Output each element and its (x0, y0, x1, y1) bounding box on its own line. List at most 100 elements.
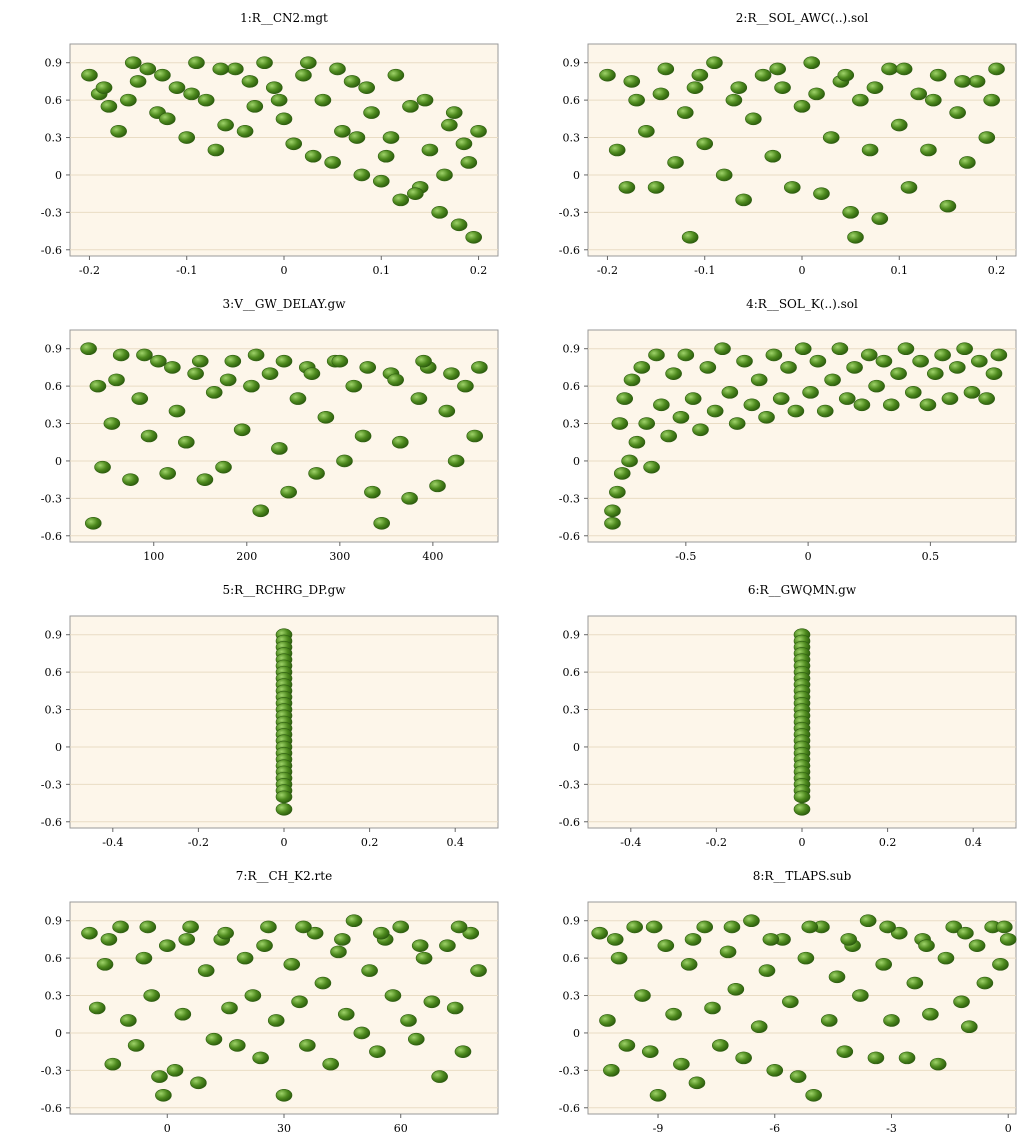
y-tick-label: -0.6 (41, 816, 62, 829)
scatter-point (470, 124, 487, 138)
scatter-point (236, 124, 254, 138)
y-tick-label: 0.9 (563, 343, 581, 356)
y-tick-label: 0 (55, 1027, 62, 1040)
scatter-point (369, 1045, 386, 1058)
y-tick-label: -0.6 (559, 1102, 580, 1115)
scatter-point (838, 392, 856, 405)
scatter-point (401, 492, 418, 505)
scatter-point (816, 404, 834, 418)
y-tick-label: 0.3 (563, 990, 581, 1003)
plot-area (587, 43, 1017, 257)
scatter-point (372, 174, 390, 188)
scatter-point (968, 75, 986, 88)
scatter-point (847, 230, 864, 244)
chart-title: 1:R__CN2.mgt (240, 11, 328, 25)
scatter-point (802, 386, 819, 399)
scatter-point (727, 982, 745, 996)
x-tick-label: 100 (143, 550, 164, 563)
y-tick-label: 0.3 (563, 132, 581, 145)
scatter-point (246, 100, 264, 113)
scatter-point (275, 112, 293, 126)
scatter-point (139, 62, 157, 76)
x-tick-label: 0.1 (373, 264, 391, 277)
scatter-point (978, 131, 996, 144)
scatter-point (715, 168, 733, 182)
scatter-point (295, 920, 312, 934)
scatter-point (465, 230, 482, 244)
x-tick-label: 0.2 (361, 836, 379, 849)
x-tick-label: 400 (422, 550, 443, 563)
panel-4: 0.9 0.6 0.3 0 -0.3 -0.6 -0.5 0 0.5 4:R__SOL_K(..)… (518, 286, 1036, 572)
y-tick-label: 0 (573, 455, 580, 468)
scatter-point (436, 168, 453, 182)
scatter-point (719, 945, 737, 959)
scatter-point (256, 56, 273, 70)
scatter-point (411, 939, 429, 952)
scatter-point (665, 1007, 682, 1021)
scatter-point (446, 1001, 464, 1015)
scatter-point (828, 970, 846, 984)
scatter-point (182, 920, 199, 934)
scatter-chart-4: 0.9 0.6 0.3 0 -0.3 -0.6 -0.5 0 0.5 4:R__SOL_K(..)… (559, 297, 1017, 563)
scatter-point (645, 920, 663, 934)
scatter-point (267, 1014, 285, 1027)
scatter-point (359, 361, 377, 374)
y-tick-label: 0.6 (45, 380, 63, 393)
scatter-chart-3: 0.9 0.6 0.3 0 -0.3 -0.6 100 200 300 400 3:V__GW_DE… (41, 297, 499, 563)
scatter-point (992, 958, 1009, 971)
scatter-point (295, 68, 312, 82)
scatter-point (900, 181, 918, 194)
plot-area (587, 329, 1017, 543)
y-tick-label: -0.3 (41, 1064, 62, 1077)
scatter-point (96, 958, 114, 971)
scatter-point (929, 1057, 947, 1071)
scatter-point (925, 93, 942, 107)
scatter-point (283, 958, 301, 971)
scatter-point (949, 106, 966, 119)
scatter-point (443, 367, 460, 380)
scatter-point (599, 1014, 616, 1027)
y-tick-label: 0.3 (45, 132, 63, 145)
scatter-point (94, 460, 111, 474)
scatter-point (431, 206, 448, 219)
scatter-point (372, 926, 390, 940)
scatter-point (961, 1020, 978, 1034)
scatter-point (945, 920, 963, 934)
scatter-point (881, 62, 898, 76)
y-tick-label: -0.6 (559, 244, 580, 257)
scatter-point (136, 348, 153, 362)
scatter-point (247, 348, 265, 362)
scatter-point (168, 81, 186, 94)
scatter-chart-2: 0.9 0.6 0.3 0 -0.3 -0.6 -0.2 -0.1 0 0.1 0.2 2:R__SO… (559, 11, 1017, 277)
y-tick-label: 0.6 (563, 666, 581, 679)
scatter-point (429, 479, 446, 493)
scatter-point (306, 926, 324, 940)
scatter-point (244, 989, 262, 1002)
x-tick-label: 0 (164, 1122, 171, 1135)
scatter-point (604, 516, 621, 530)
panel-2: 0.9 0.6 0.3 0 -0.3 -0.6 -0.2 -0.1 0 0.1 0.2 2:R__SO… (518, 0, 1036, 286)
x-tick-label: 0.2 (470, 264, 488, 277)
y-tick-label: 0 (55, 741, 62, 754)
scatter-point (164, 361, 181, 374)
scatter-point (941, 392, 959, 405)
scatter-point (261, 367, 279, 380)
x-tick-label: 0.2 (988, 264, 1006, 277)
scatter-point (224, 354, 242, 368)
scatter-point (300, 56, 317, 70)
scatter-point (191, 354, 209, 368)
scatter-point (591, 926, 608, 940)
scatter-point (462, 926, 480, 940)
scatter-point (131, 392, 149, 405)
scatter-point (638, 417, 655, 430)
scatter-point (275, 1088, 293, 1102)
scatter-point (233, 423, 251, 437)
scatter-point (260, 920, 277, 934)
x-tick-label: 0.2 (879, 836, 897, 849)
scatter-point (299, 1039, 316, 1052)
scatter-point (684, 392, 702, 405)
y-tick-label: -0.6 (41, 1102, 62, 1115)
scatter-point (229, 1039, 246, 1052)
y-tick-label: 0.6 (45, 666, 63, 679)
scatter-point (688, 1076, 706, 1090)
